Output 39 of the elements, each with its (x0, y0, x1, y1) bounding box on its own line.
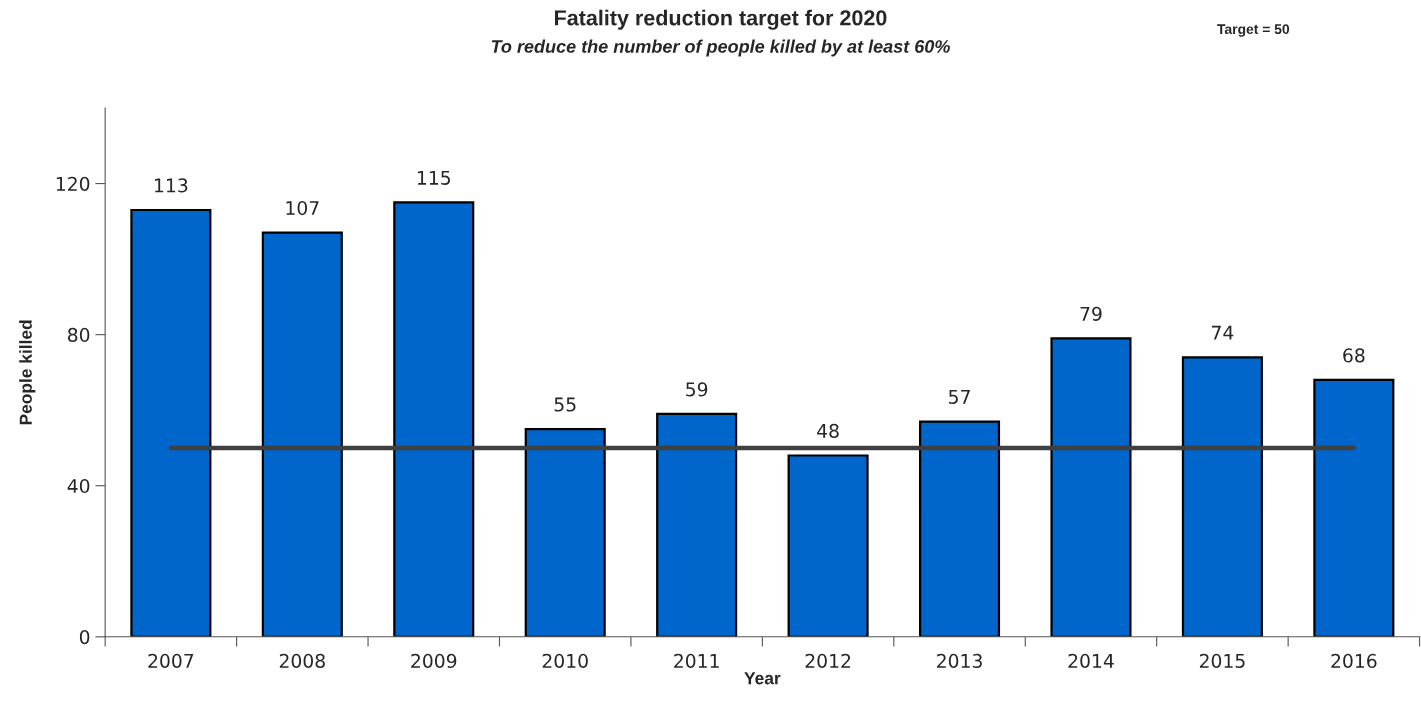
data-label: 107 (286, 200, 319, 216)
y-tick-label: 40 (67, 478, 90, 494)
x-tick-label: 2011 (674, 653, 719, 668)
y-axis-title: People killed (19, 320, 36, 425)
data-label: 74 (1212, 325, 1234, 340)
x-tick-label: 2016 (1331, 653, 1377, 668)
bar (918, 420, 1001, 637)
x-axis-title: Year (744, 672, 781, 685)
data-label: 59 (686, 382, 708, 397)
bar (787, 454, 869, 637)
y-tick-label: 0 (79, 630, 90, 645)
text: Target = 50 (1217, 24, 1290, 37)
x-tick-label: 2015 (1199, 653, 1245, 668)
data-label: 79 (1080, 306, 1102, 321)
bar (261, 231, 343, 637)
data-label: 57 (949, 390, 970, 404)
data-label: 68 (1343, 348, 1365, 363)
x-tick-label: 2007 (148, 653, 194, 668)
y-tick-label: 80 (67, 327, 90, 343)
x-tick-label: 2008 (279, 653, 325, 668)
x-tick-label: 2009 (411, 653, 457, 668)
data-label: 48 (817, 423, 839, 438)
bar (1313, 378, 1395, 637)
bar (524, 427, 606, 637)
x-tick-label: 2013 (937, 653, 982, 668)
chart-title: Fatality reduction target for 2020 (555, 9, 887, 30)
data-label: 113 (155, 178, 188, 193)
data-label: 55 (554, 397, 576, 412)
data-label: 115 (417, 170, 451, 185)
y-tick-label: 120 (56, 176, 90, 191)
x-tick-label: 2014 (1068, 653, 1114, 668)
bar (393, 201, 475, 637)
bar (130, 208, 212, 637)
chart-subtitle: To reduce the number of people killed by at least 60% (491, 39, 950, 57)
bar (656, 412, 738, 637)
bar (1181, 356, 1263, 637)
bar (1050, 337, 1132, 637)
x-tick-label: 2012 (805, 653, 851, 668)
x-tick-label: 2010 (542, 653, 588, 668)
